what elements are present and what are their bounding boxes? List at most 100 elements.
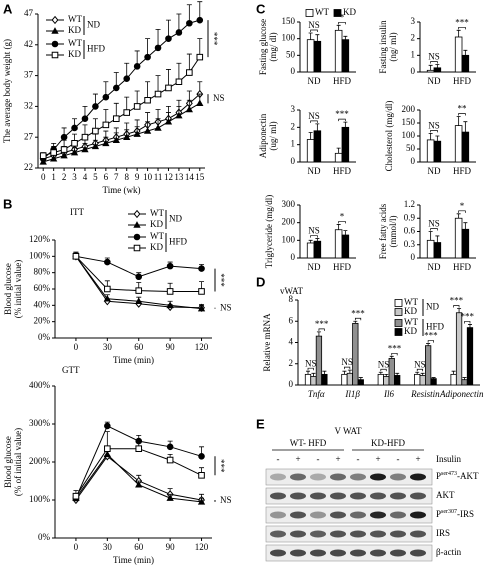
annotation: * — [460, 201, 465, 211]
marker — [166, 288, 174, 295]
marker — [166, 443, 174, 451]
x-tick-label: 10 — [143, 172, 153, 182]
x-tick-label: HFD — [333, 262, 352, 272]
label-sup: ser307 — [441, 509, 457, 515]
blot-band — [370, 530, 386, 538]
annotation: * — [340, 211, 345, 221]
annotation: * — [340, 12, 345, 22]
bar — [466, 327, 474, 386]
x-tick-label: 14 — [185, 172, 195, 182]
y-tick-label: 100 — [402, 130, 416, 140]
bar — [455, 312, 463, 386]
annotation: NS — [428, 52, 440, 62]
blot-band — [290, 530, 306, 538]
error-bar — [463, 49, 468, 56]
legend-label: KD — [404, 306, 417, 316]
bar — [341, 39, 350, 73]
blot-band — [270, 473, 286, 481]
legend-label: KD — [68, 25, 81, 35]
annotation-bracket — [307, 367, 314, 371]
legend-marker — [133, 244, 141, 252]
bar — [304, 373, 312, 386]
marker — [102, 121, 110, 129]
annotation: NS — [428, 219, 440, 229]
legend-group: HFD — [426, 322, 445, 332]
x-tick-label: 120 — [195, 542, 209, 552]
bar — [341, 373, 348, 386]
blot-band — [290, 473, 306, 481]
annotation: *** — [388, 343, 402, 353]
legend-group: ND — [87, 20, 100, 30]
x-tick-label: Tnfα — [308, 389, 325, 399]
annotation: NS — [341, 357, 353, 367]
x-tick-label: 0 — [41, 172, 46, 182]
y-axis-label: (mg/ dl) — [268, 32, 278, 61]
series-line — [43, 102, 201, 163]
bar — [315, 335, 323, 386]
x-tick-label: 5 — [93, 172, 98, 182]
y-tick-label: 0.9 — [404, 212, 416, 222]
treatment-label: Insulin — [436, 454, 462, 464]
lane-sign: - — [397, 454, 400, 464]
annotation-bracket — [416, 368, 424, 372]
x-tick-label: ND — [308, 76, 321, 86]
error-bar — [428, 133, 433, 140]
legend-marker — [51, 51, 59, 59]
y-tick-label: 1.2 — [404, 199, 415, 209]
y-axis-label: (mmol/l) — [388, 216, 398, 248]
x-tick-label: 6 — [104, 172, 109, 182]
blot-band — [390, 511, 406, 519]
bar — [461, 131, 470, 163]
annotation-bracket — [458, 26, 466, 30]
x-tick-label: 15 — [195, 172, 205, 182]
error-bar — [308, 239, 313, 243]
chart-title: GTT — [62, 365, 80, 375]
annotation: *** — [209, 32, 219, 46]
bar — [450, 373, 457, 386]
marker — [104, 422, 111, 430]
error-bar — [435, 235, 440, 243]
error-bar — [451, 370, 456, 375]
blot-band — [290, 549, 306, 557]
blot-band — [270, 530, 286, 538]
x-tick-label: 90 — [166, 342, 176, 352]
x-tick-label: 7 — [114, 172, 119, 182]
bar — [357, 379, 364, 386]
x-tick-label: 11 — [154, 172, 163, 182]
x-tick-label: HFD — [453, 262, 472, 272]
series-line — [43, 93, 201, 160]
legend-label: WT — [404, 297, 418, 307]
bar — [394, 375, 401, 386]
annotation-bracket — [310, 235, 318, 238]
marker — [144, 96, 151, 104]
bar — [377, 373, 384, 386]
bar — [341, 234, 350, 259]
y-axis-label: Adiponectin — [258, 113, 268, 158]
bar — [334, 29, 343, 73]
marker — [81, 133, 89, 141]
x-tick-label: ND — [308, 262, 321, 272]
x-tick-label: 120 — [195, 342, 209, 352]
marker — [186, 20, 193, 27]
legend-marker — [133, 221, 141, 228]
y-tick-label: 2 — [411, 33, 416, 43]
annotation-bracket — [391, 352, 398, 356]
bar — [414, 373, 421, 386]
blot-strip — [265, 544, 433, 562]
panel-label: D — [256, 274, 265, 289]
error-bar — [384, 373, 389, 377]
error-bar — [378, 371, 383, 375]
marker — [81, 145, 89, 153]
row-label: AKT — [436, 490, 455, 500]
x-tick-label: 60 — [134, 342, 144, 352]
blot-strip — [265, 506, 433, 524]
y-tick-label: 100% — [29, 250, 51, 260]
error-bar — [435, 64, 440, 68]
annotation: NS — [308, 20, 320, 30]
y-axis-label: Relative mRNA — [262, 313, 272, 372]
error-bar — [395, 372, 400, 376]
blot-band — [330, 549, 346, 557]
series-line — [43, 56, 201, 157]
bar — [306, 39, 315, 73]
